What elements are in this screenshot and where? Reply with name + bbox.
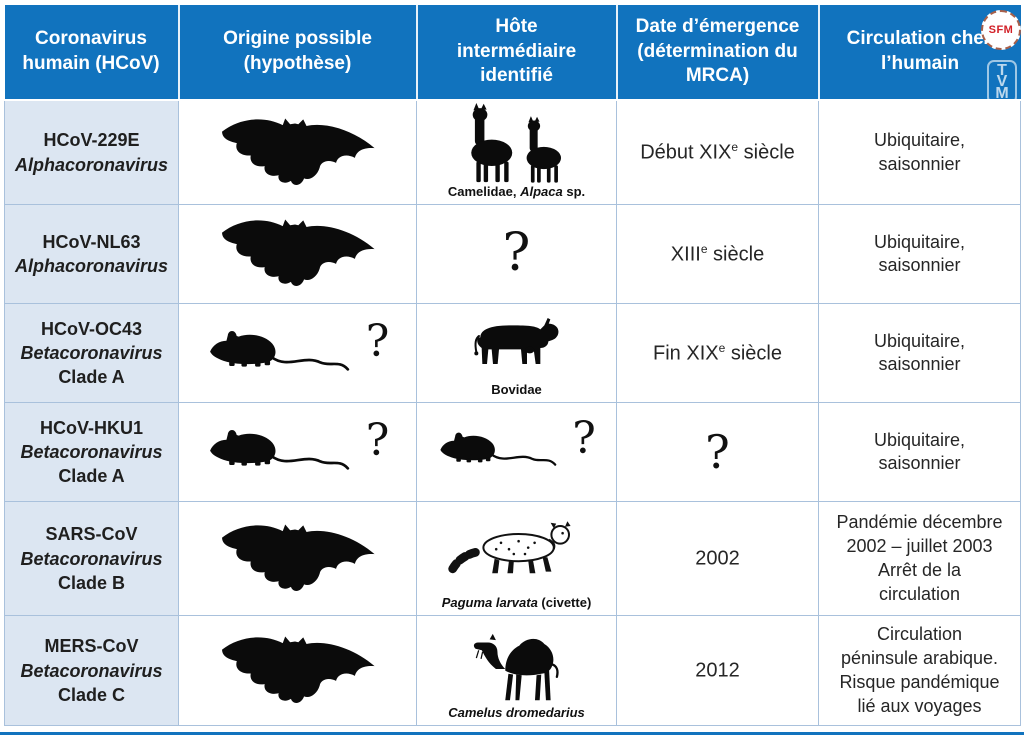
circulation-cell: Ubiquitaire, saisonnier (818, 402, 1021, 503)
date-cell: 2002 (616, 501, 819, 617)
bat-icon (215, 518, 380, 600)
bat-icon (215, 213, 380, 295)
host-cell: Paguma larvata (civette) (416, 501, 617, 617)
sfm-logo-text: SFM (988, 24, 1014, 36)
host-caption: Paguma larvata (civette) (441, 595, 592, 610)
circulation-cell: Pandémie décembre 2002 – juillet 2003 Ar… (818, 501, 1021, 617)
col-header-origin: Origine possible (hypothèse) (178, 5, 418, 101)
question-mark: ? (365, 414, 390, 466)
tvm-letter-v: V (996, 73, 1008, 91)
rodent-icon (206, 318, 356, 388)
circulation-cell: Ubiquitaire, saisonnier (818, 303, 1021, 404)
sfm-logo: SFM (981, 10, 1021, 50)
host-caption: Camelus dromedarius (448, 705, 585, 720)
date-cell: ? (616, 402, 819, 503)
date-cell: 2012 (616, 615, 819, 727)
tvm-monogram: T V M (987, 60, 1017, 104)
date-cell: XIIIe siècle (616, 204, 819, 305)
alpaca-icon (458, 103, 576, 185)
table-row: HCoV-HKU1 Betacoronavirus Clade A ? ? (4, 402, 1021, 503)
header-row: Coronavirus humain (HCoV) Origine possib… (4, 5, 1021, 101)
virus-name-cell: HCoV-OC43 Betacoronavirus Clade A (4, 303, 179, 404)
tvm-letter-m: M (995, 84, 1009, 102)
col-header-coronavirus: Coronavirus humain (HCoV) (4, 5, 180, 101)
host-caption: Camelidae, Alpaca sp. (447, 184, 586, 199)
virus-name-cell: HCoV-229E Alphacoronavirus (4, 99, 179, 206)
origin-cell (178, 615, 417, 727)
virus-name-cell: HCoV-HKU1 Betacoronavirus Clade A (4, 402, 179, 503)
camel-icon (463, 619, 571, 705)
origin-cell: ? (178, 402, 417, 503)
circulation-cell: Ubiquitaire, saisonnier (818, 99, 1021, 206)
coronavirus-comparison-table: Coronavirus humain (HCoV) Origine possib… (4, 5, 1021, 727)
host-cell: Camelidae, Alpaca sp. (416, 99, 617, 206)
table-row: HCoV-229E Alphacoronavirus Came (4, 99, 1021, 206)
civet-icon (442, 514, 592, 586)
table-row: HCoV-OC43 Betacoronavirus Clade A ? (4, 303, 1021, 404)
date-cell: Début XIXe siècle (616, 99, 819, 206)
coronavirus-table-page: SFM T V M Coronavirus humain (HCoV) Orig… (0, 5, 1024, 735)
virus-name-cell: SARS-CoV Betacoronavirus Clade B (4, 501, 179, 617)
host-cell: ? (416, 402, 617, 503)
cow-icon (467, 313, 567, 377)
rodent-icon (437, 421, 562, 481)
origin-cell: ? (178, 303, 417, 404)
virus-name-cell: HCoV-NL63 Alphacoronavirus (4, 204, 179, 305)
table-row: HCoV-NL63 Alphacoronavirus ? XI (4, 204, 1021, 305)
circulation-cell: Ubiquitaire, saisonnier (818, 204, 1021, 305)
bat-icon (215, 630, 380, 712)
table-row: SARS-CoV Betacoronavirus Clade B (4, 501, 1021, 617)
question-mark: ? (572, 413, 596, 465)
host-caption: Bovidae (491, 382, 542, 397)
question-mark: ? (502, 222, 531, 283)
circulation-cell: Circulation péninsule arabique. Risque p… (818, 615, 1021, 727)
rodent-icon (206, 417, 356, 487)
date-cell: Fin XIXe siècle (616, 303, 819, 404)
origin-cell (178, 99, 417, 206)
tvm-letter-t: T (997, 61, 1007, 79)
bottom-accent-bar (0, 732, 1024, 735)
origin-cell (178, 204, 417, 305)
virus-name-cell: MERS-CoV Betacoronavirus Clade C (4, 615, 179, 727)
host-cell: Bovidae (416, 303, 617, 404)
question-mark: ? (365, 315, 390, 367)
col-header-host: Hôte intermédiaire identifié (416, 5, 618, 101)
origin-cell (178, 501, 417, 617)
bat-icon (215, 112, 380, 194)
col-header-date: Date d’émergence (détermination du MRCA) (616, 5, 820, 101)
host-cell: ? (416, 204, 617, 305)
table-row: MERS-CoV Betacoronavirus Clade C (4, 615, 1021, 727)
host-cell: Camelus dromedarius (416, 615, 617, 727)
